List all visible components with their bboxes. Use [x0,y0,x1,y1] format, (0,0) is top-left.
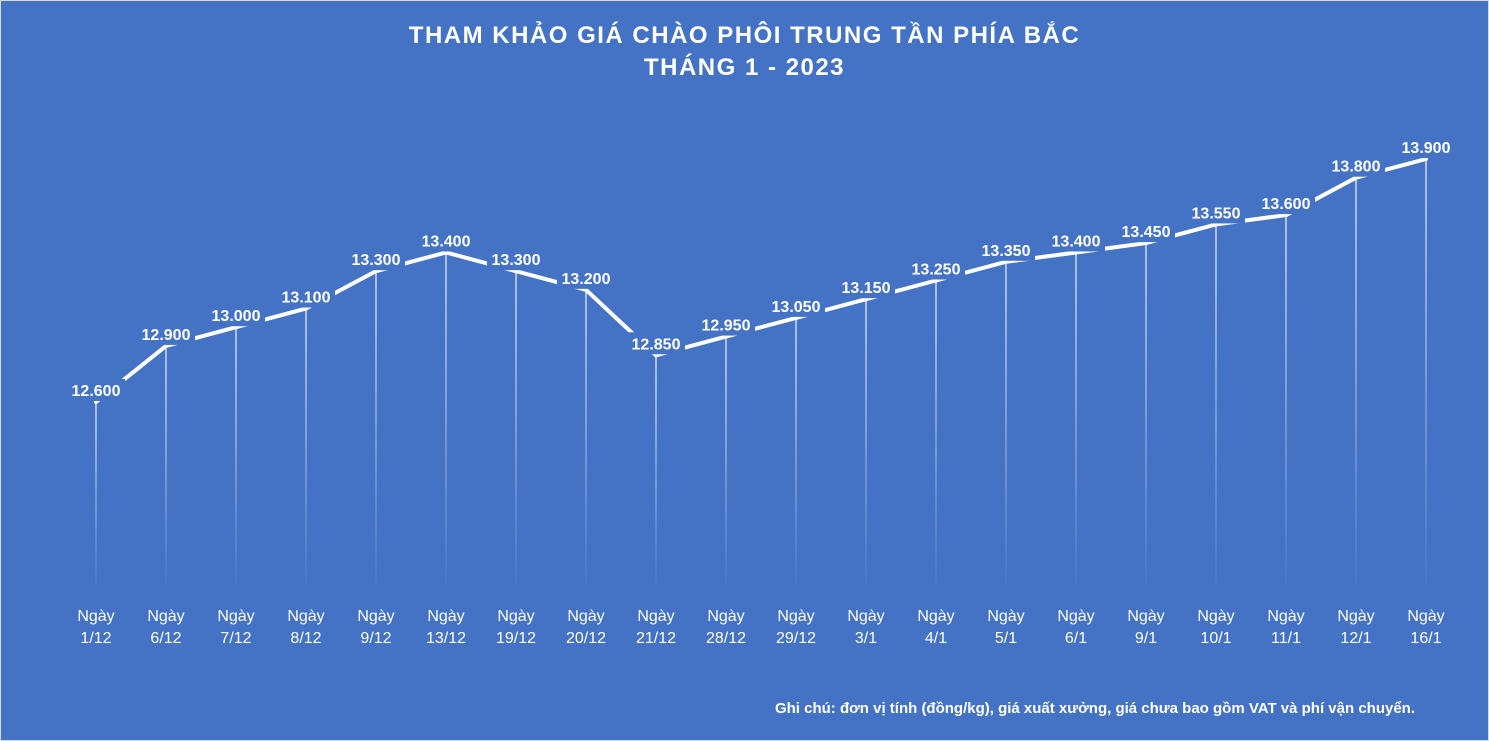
drop-line-6 [445,252,447,585]
x-tick-label-13: Ngày 4/1 [917,608,954,647]
data-label-bg-10 [697,313,755,336]
drop-line-18 [1285,215,1287,586]
data-label-2: 12.900 [142,327,191,344]
x-tick-label-1: Ngày 1/12 [77,608,114,647]
x-tick-label-6: Ngày 13/12 [426,608,466,647]
data-label-7: 13.300 [492,252,541,269]
drop-line-4 [305,308,307,585]
chart-subtitle: THÁNG 1 - 2023 [643,54,846,81]
data-label-bg-3 [207,304,265,327]
drop-line-7 [515,271,517,585]
data-label-11: 13.050 [772,299,821,316]
data-label-bg-2 [137,322,195,345]
data-label-17: 13.550 [1192,205,1241,222]
x-tick-label-2: Ngày 6/12 [147,608,184,647]
data-label-bg-1 [67,379,125,401]
data-label-18: 13.600 [1262,196,1311,213]
data-label-bg-15 [1047,229,1105,252]
drop-line-17 [1215,224,1217,585]
x-tick-label-3: Ngày 7/12 [217,608,254,647]
data-label-16: 13.450 [1122,224,1171,241]
drop-line-14 [1005,261,1007,585]
x-tick-label-20: Ngày 16/1 [1407,608,1444,647]
data-label-bg-8 [557,266,615,289]
x-tick-label-18: Ngày 11/1 [1267,608,1304,647]
data-label-bg-9 [627,332,685,355]
data-label-bg-4 [277,285,335,308]
drop-line-19 [1355,177,1357,585]
x-tick-label-4: Ngày 8/12 [287,608,324,647]
drop-line-15 [1075,252,1077,585]
x-tick-label-10: Ngày 28/12 [706,608,746,647]
data-label-bg-18 [1257,192,1315,215]
drop-line-10 [725,336,727,585]
data-label-15: 13.400 [1052,233,1101,250]
drop-line-13 [935,280,937,585]
data-label-10: 12.950 [702,318,751,335]
data-label-bg-20 [1397,136,1455,158]
data-label-8: 13.200 [562,271,611,288]
x-tick-label-7: Ngày 19/12 [496,608,536,647]
drop-line-2 [165,345,167,585]
data-label-9: 12.850 [632,336,681,353]
drop-line-3 [235,327,237,585]
data-label-3: 13.000 [212,308,261,325]
x-tick-label-15: Ngày 6/1 [1057,608,1094,647]
data-label-bg-19 [1327,154,1385,177]
data-label-6: 13.400 [422,233,471,250]
drop-line-12 [865,299,867,585]
x-tick-label-19: Ngày 12/1 [1337,608,1374,647]
data-label-4: 13.100 [282,290,331,307]
data-label-bg-12 [837,276,895,299]
data-label-bg-16 [1117,220,1175,243]
data-label-bg-14 [977,238,1035,261]
data-label-1: 12.600 [72,383,121,400]
x-tick-label-16: Ngày 9/1 [1127,608,1164,647]
data-label-20: 13.900 [1402,140,1451,157]
drop-line-5 [375,271,377,585]
drop-line-20 [1425,159,1427,585]
drop-line-1 [95,402,97,585]
data-label-14: 13.350 [982,243,1031,260]
data-label-12: 13.150 [842,280,891,297]
data-label-13: 13.250 [912,262,961,279]
chart-title-block: THAM KHẢO GIÁ CHÀO PHÔI TRUNG TẦN PHÍA B… [0,20,1489,84]
data-label-bg-11 [767,294,825,317]
x-tick-label-17: Ngày 10/1 [1197,608,1234,647]
drop-line-11 [795,317,797,585]
data-label-5: 13.300 [352,252,401,269]
data-label-bg-5 [347,248,405,271]
drop-line-8 [585,289,587,585]
x-tick-label-12: Ngày 3/1 [847,608,884,647]
x-tick-label-5: Ngày 9/12 [357,608,394,647]
chart-title: THAM KHẢO GIÁ CHÀO PHÔI TRUNG TẦN PHÍA B… [408,22,1081,49]
x-tick-label-11: Ngày 29/12 [776,608,816,647]
drop-line-9 [655,355,657,585]
x-tick-label-9: Ngày 21/12 [636,608,676,647]
data-label-19: 13.800 [1332,159,1381,176]
data-label-bg-17 [1187,201,1245,224]
data-label-bg-7 [487,248,545,271]
x-tick-label-8: Ngày 20/12 [566,608,606,647]
data-label-bg-6 [417,229,475,252]
x-tick-label-14: Ngày 5/1 [987,608,1024,647]
footnote: Ghi chú: đơn vị tính (đồng/kg), giá xuất… [774,700,1415,717]
drop-line-16 [1145,243,1147,585]
data-label-bg-13 [907,257,965,280]
